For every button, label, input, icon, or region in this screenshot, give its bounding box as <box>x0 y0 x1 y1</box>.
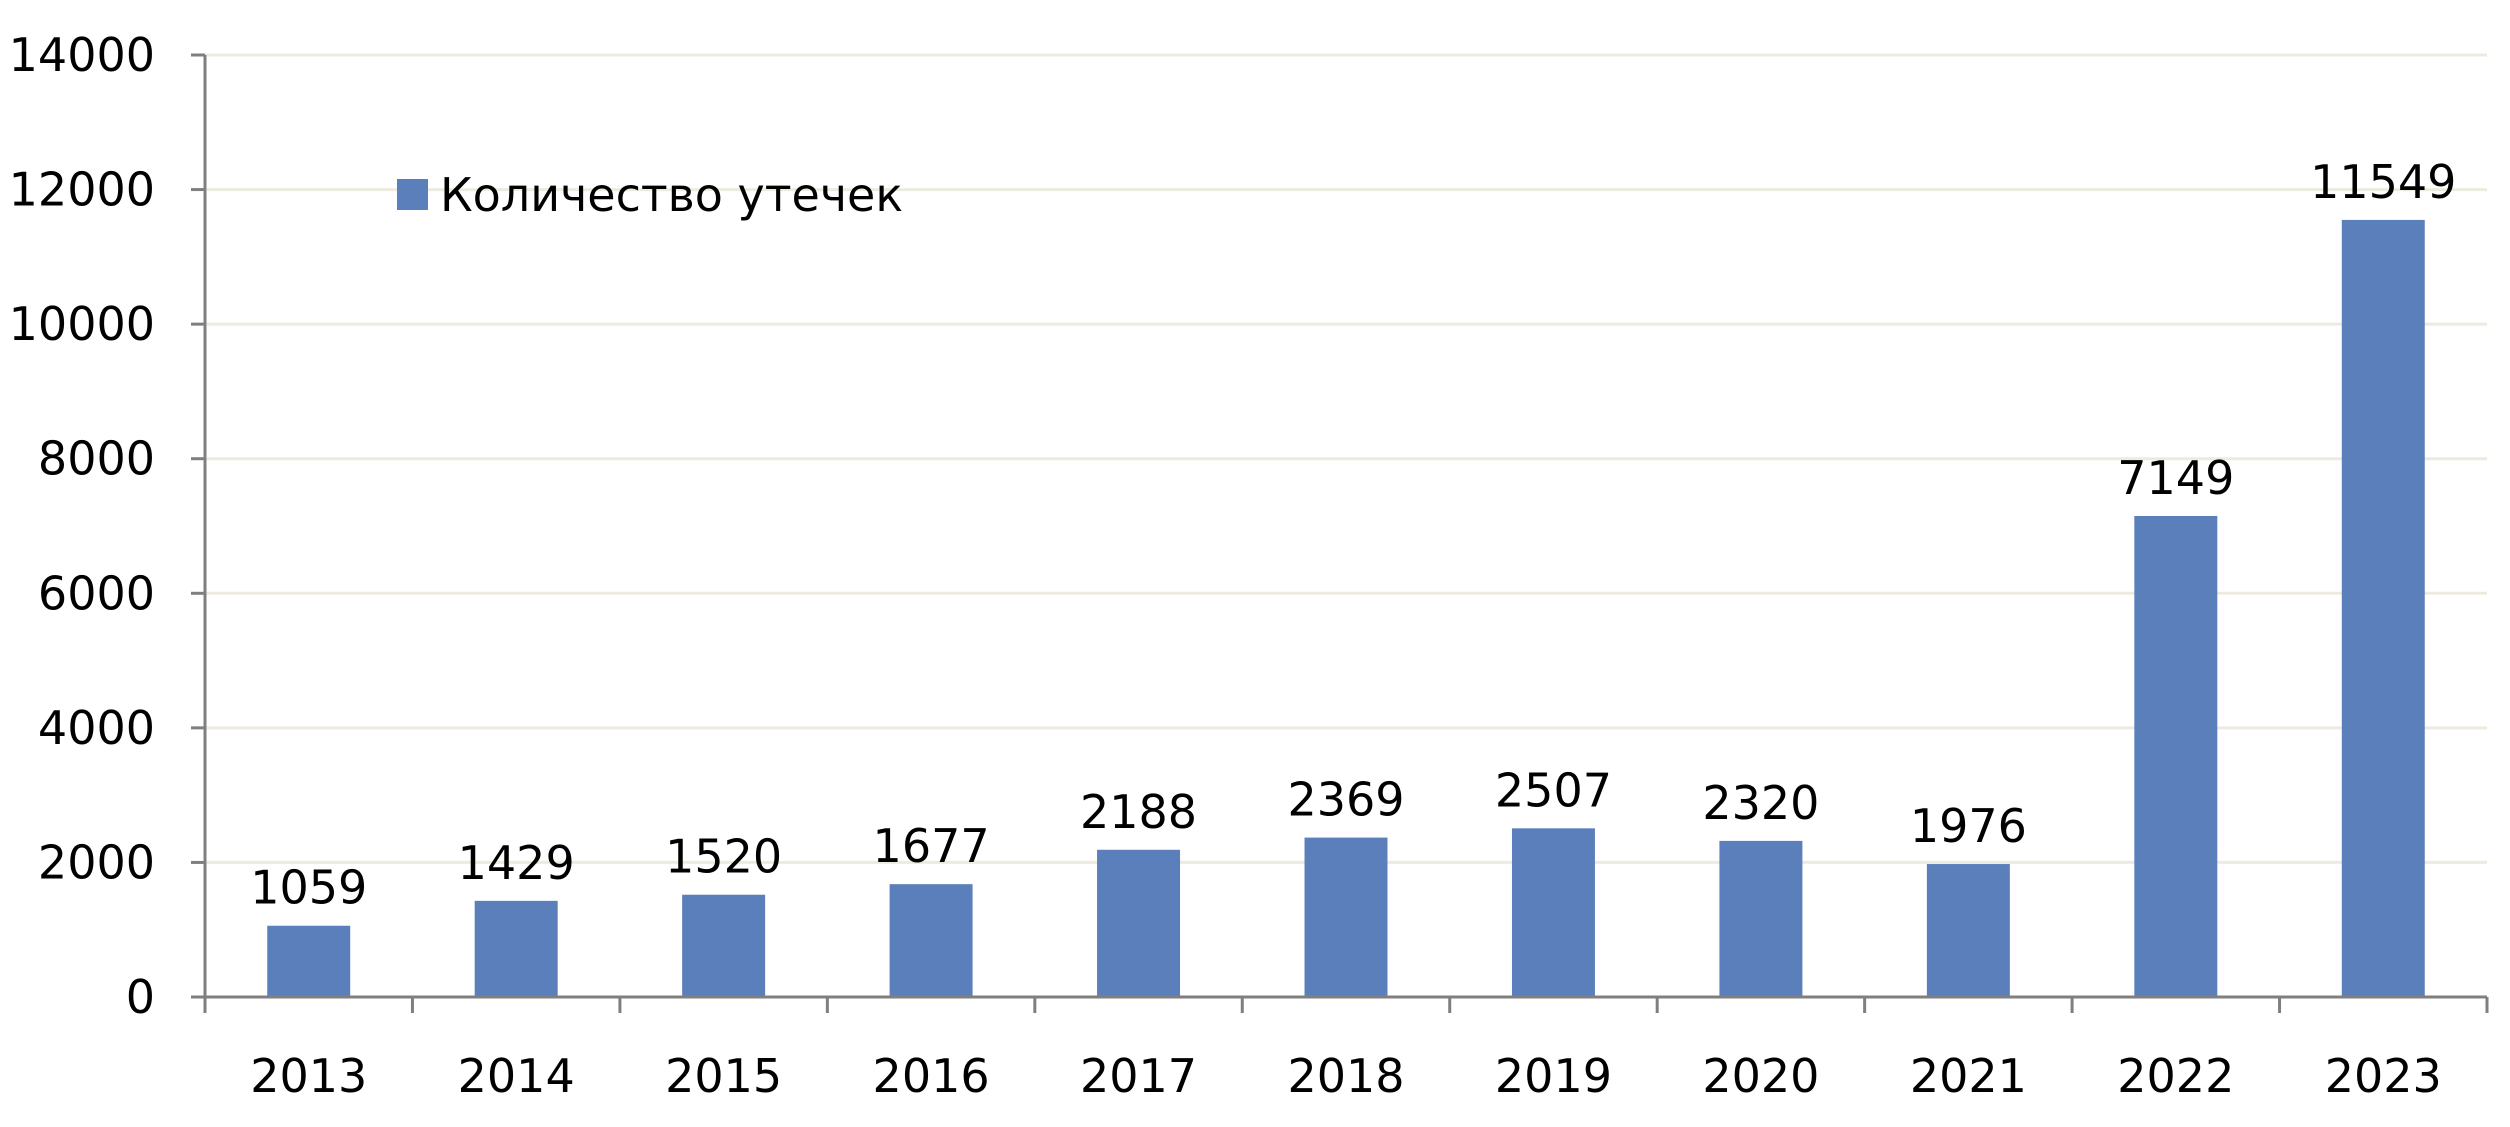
data-label-2020: 2320 <box>1702 776 1819 830</box>
legend-label: Количество утечек <box>440 168 903 222</box>
x-tick-label-2020: 2020 <box>1702 1049 1819 1103</box>
y-tick-label-4000: 4000 <box>38 701 155 755</box>
data-label-2021: 1976 <box>1910 799 2027 853</box>
bar-2020 <box>1719 840 1803 997</box>
legend: Количество утечек <box>397 168 903 222</box>
bar-2015 <box>682 894 766 997</box>
bar-2018 <box>1304 837 1388 997</box>
data-label-2019: 2507 <box>1495 763 1612 817</box>
gridlines <box>205 53 2487 864</box>
data-label-2018: 2369 <box>1287 773 1404 827</box>
data-label-2017: 2188 <box>1080 785 1197 839</box>
x-tick-label-2016: 2016 <box>873 1049 990 1103</box>
x-tick-label-2014: 2014 <box>458 1049 575 1103</box>
y-tick-label-10000: 10000 <box>9 297 155 351</box>
y-tick-label-14000: 14000 <box>9 28 155 82</box>
y-tick-labels: 0 2000 4000 6000 8000 10000 12000 14000 <box>9 28 155 1024</box>
y-tick-label-12000: 12000 <box>9 163 155 217</box>
bars <box>267 219 2425 997</box>
data-label-2016: 1677 <box>873 819 990 873</box>
x-tick-label-2015: 2015 <box>665 1049 782 1103</box>
data-label-2022: 7149 <box>2117 451 2234 505</box>
data-label-2014: 1429 <box>458 836 575 890</box>
data-label-2015: 1520 <box>665 830 782 884</box>
x-tick-label-2018: 2018 <box>1287 1049 1404 1103</box>
y-tick-label-8000: 8000 <box>38 432 155 486</box>
data-label-2013: 1059 <box>250 861 367 915</box>
x-tick-label-2023: 2023 <box>2325 1049 2442 1103</box>
bar-2017 <box>1097 849 1181 997</box>
x-tick-label-2021: 2021 <box>1910 1049 2027 1103</box>
x-tick-label-2013: 2013 <box>250 1049 367 1103</box>
bar-2022 <box>2134 515 2218 997</box>
bar-2021 <box>1926 864 2010 997</box>
x-tick-label-2022: 2022 <box>2117 1049 2234 1103</box>
x-tick-label-2017: 2017 <box>1080 1049 1197 1103</box>
x-tick-label-2019: 2019 <box>1495 1049 1612 1103</box>
y-tick-label-0: 0 <box>126 970 155 1024</box>
data-labels: 1059 1429 1520 1677 2188 2369 2507 2320 1976 7149… <box>250 155 2456 915</box>
bar-2019 <box>1511 828 1595 997</box>
bar-2023 <box>2341 219 2425 997</box>
bar-2014 <box>474 900 558 997</box>
bar-2013 <box>267 925 351 997</box>
x-tick-labels: 2013 2014 2015 2016 2017 2018 2019 2020 2021 2022… <box>250 1049 2442 1103</box>
legend-swatch <box>397 179 428 210</box>
axes <box>191 53 2489 1013</box>
data-label-2023: 11549 <box>2310 155 2456 209</box>
y-tick-label-2000: 2000 <box>38 835 155 889</box>
y-tick-label-6000: 6000 <box>38 566 155 620</box>
bar-2016 <box>889 884 973 997</box>
